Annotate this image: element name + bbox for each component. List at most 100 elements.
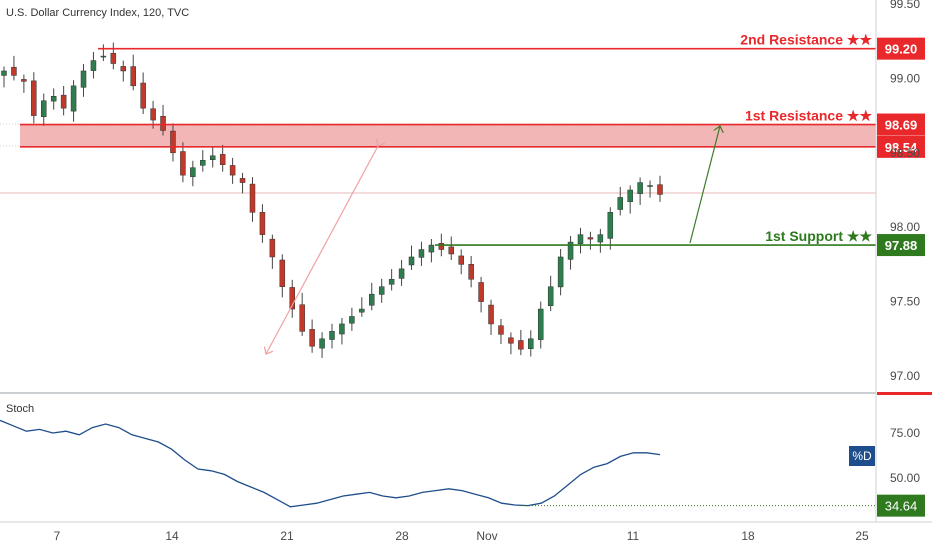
candle-body <box>11 66 17 76</box>
candle-body <box>458 255 464 265</box>
candle-body <box>647 185 653 187</box>
price-badge-s1 <box>877 234 925 257</box>
candle-body <box>537 308 544 340</box>
x-tick-label: 28 <box>395 529 409 543</box>
x-tick-label: 11 <box>627 529 640 543</box>
candle-body <box>200 159 206 166</box>
x-tick-label: 7 <box>54 529 61 543</box>
candle-body <box>219 154 226 165</box>
candle-body <box>140 82 146 109</box>
stoch-d-badge <box>849 446 875 466</box>
candle-body <box>329 331 335 340</box>
candle-body <box>617 197 623 210</box>
stoch-last-badge <box>877 494 925 517</box>
candle-body <box>587 237 594 240</box>
candle-body <box>100 55 107 58</box>
candle-body <box>508 337 514 344</box>
candle-body <box>319 338 325 349</box>
candle-body <box>388 279 395 285</box>
stoch-d-badge-text: %D <box>852 449 872 463</box>
stoch-y-axis[interactable]: 75.00 50.00 %D 34.64 <box>849 426 925 517</box>
candle-body <box>518 340 524 350</box>
candle-body <box>190 167 196 177</box>
y-tick-label: 99.50 <box>890 0 920 11</box>
candle-body <box>438 243 445 250</box>
stoch-pane: Stoch <box>0 403 876 508</box>
candle-body <box>50 96 57 102</box>
candle-body <box>369 293 375 306</box>
y-tick-label: 97.00 <box>890 369 920 383</box>
price-pane-bg <box>0 0 876 393</box>
candle-body <box>339 323 345 335</box>
price-pane: 2nd Resistance ★★ 99.20 1st Resistance ★★ 9… <box>0 0 925 393</box>
candle-body <box>110 52 117 64</box>
candle-body <box>498 325 504 335</box>
candle-body <box>21 79 27 82</box>
candle-body <box>60 94 67 109</box>
candle-body <box>577 234 584 245</box>
price-badge-r2 <box>877 37 925 60</box>
candle-body <box>418 249 425 258</box>
price-y-axis[interactable]: 99.50 99.00 98.50 98.00 97.50 97.00 <box>890 0 920 383</box>
candle-body <box>607 212 614 239</box>
resistance-zone <box>20 124 876 147</box>
candle-body <box>70 85 77 112</box>
candle-body <box>488 304 494 325</box>
candle-body <box>557 256 564 288</box>
y-tick-label: 98.50 <box>890 146 920 160</box>
candle-body <box>468 264 474 280</box>
candle-body <box>359 308 365 313</box>
candle-body <box>547 286 554 306</box>
price-badge-text-r2: 99.20 <box>885 42 918 57</box>
candle-body <box>31 80 37 116</box>
target-arrow <box>689 126 720 244</box>
projection-arrow <box>266 146 378 354</box>
candle-body <box>567 241 574 260</box>
candle-body <box>408 256 415 266</box>
candle-body <box>398 268 405 279</box>
candle-body <box>90 60 97 71</box>
candle-body <box>120 66 127 72</box>
stoch-title: Stoch <box>6 403 34 415</box>
candle-body <box>180 151 186 176</box>
price-badge-r1 <box>877 113 925 136</box>
candle-body <box>229 165 236 176</box>
candle-body <box>150 108 156 121</box>
level-label-s1: 1st Support ★★ <box>765 228 872 244</box>
level-label-r2: 2nd Resistance ★★ <box>740 32 872 48</box>
levels-group: 2nd Resistance ★★ 99.20 1st Resistance ★★ 9… <box>20 32 925 257</box>
price-badge-text-r1: 98.69 <box>885 118 918 133</box>
stoch-d-line <box>0 419 661 508</box>
time-x-axis[interactable]: 7 14 21 28 Nov 11 18 25 <box>54 529 869 543</box>
candle-body <box>249 183 256 213</box>
candle-body <box>528 338 534 349</box>
x-tick-label: 25 <box>855 529 869 543</box>
candle-body <box>130 66 136 87</box>
x-tick-label: 18 <box>741 529 755 543</box>
candle-body <box>209 155 216 160</box>
price-badge-text-s1: 97.88 <box>885 238 918 253</box>
candle-body <box>1 70 7 76</box>
candle-body <box>637 182 643 194</box>
candle-body <box>448 246 455 255</box>
candle-body <box>41 100 47 117</box>
chart-title: U.S. Dollar Currency Index, 120, TVC <box>6 7 189 19</box>
price-badge-text-r1b: 98.54 <box>885 140 918 155</box>
candle-body <box>160 116 166 131</box>
candle-body <box>657 184 663 195</box>
candle-body <box>239 178 246 183</box>
y-tick-label: 97.50 <box>890 295 920 309</box>
candle-body <box>627 189 633 203</box>
candle-body <box>349 316 355 324</box>
x-tick-label: 14 <box>165 529 179 543</box>
candle-body <box>299 304 305 332</box>
candle-body <box>259 212 266 235</box>
level-label-r1: 1st Resistance ★★ <box>745 108 872 124</box>
stoch-last-badge-text: 34.64 <box>885 499 918 514</box>
candle-body <box>428 244 435 253</box>
candle-body <box>279 259 286 287</box>
candle-body <box>478 282 484 302</box>
stoch-y-tick-label: 50.00 <box>890 471 920 485</box>
